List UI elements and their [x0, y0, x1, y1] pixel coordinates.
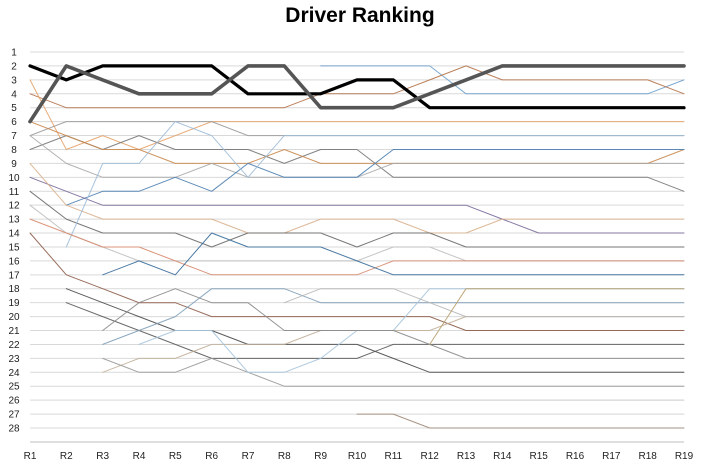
x-tick-label: R8	[278, 451, 291, 462]
y-tick-label: 18	[8, 284, 20, 295]
y-tick-label: 19	[8, 298, 20, 309]
series-line-6	[29, 121, 685, 137]
y-tick-label: 5	[11, 103, 17, 114]
y-tick-label: 17	[8, 270, 20, 281]
y-tick-label: 12	[8, 201, 20, 212]
series-line-13	[29, 190, 685, 248]
y-tick-label: 22	[8, 340, 20, 351]
x-tick-label: R5	[169, 451, 182, 462]
y-tick-label: 16	[8, 256, 20, 267]
series-lines	[28, 64, 686, 429]
y-tick-label: 4	[11, 89, 17, 100]
series-line-2	[28, 64, 686, 124]
x-tick-label: R10	[348, 451, 367, 462]
y-tick-label: 25	[8, 382, 20, 393]
series-line-10	[65, 149, 685, 206]
y-tick-label: 1	[11, 48, 17, 59]
y-tick-label: 10	[8, 173, 20, 184]
x-tick-label: R2	[60, 451, 73, 462]
y-axis-ticks: 1234567891011121314151617181920212223242…	[8, 48, 20, 435]
x-tick-label: R4	[133, 451, 146, 462]
series-line-3	[320, 65, 685, 95]
x-tick-label: R9	[314, 451, 327, 462]
series-line-16	[29, 218, 685, 276]
y-tick-label: 8	[11, 145, 17, 156]
series-line-4	[29, 65, 685, 109]
y-tick-label: 3	[11, 75, 17, 86]
y-tick-label: 2	[11, 61, 17, 72]
y-tick-label: 26	[8, 396, 20, 407]
series-line-23	[102, 357, 685, 387]
series-line-7	[29, 135, 685, 192]
series-line-30	[429, 288, 685, 345]
x-tick-label: R12	[420, 451, 439, 462]
x-tick-label: R19	[675, 451, 694, 462]
y-tick-label: 28	[8, 424, 20, 435]
x-tick-label: R3	[96, 451, 109, 462]
y-tick-label: 9	[11, 159, 17, 170]
y-tick-label: 21	[8, 326, 20, 337]
x-tick-label: R18	[638, 451, 657, 462]
series-line-12	[29, 162, 685, 234]
series-line-17	[102, 232, 685, 276]
series-line-20	[65, 302, 685, 359]
series-line-14	[65, 121, 685, 248]
y-tick-label: 20	[8, 312, 20, 323]
y-tick-label: 23	[8, 354, 20, 365]
y-tick-label: 15	[8, 242, 20, 253]
series-line-1	[28, 64, 686, 110]
y-tick-label: 27	[8, 410, 20, 421]
series-line-8	[29, 121, 685, 164]
y-tick-label: 7	[11, 131, 17, 142]
series-line-18	[29, 232, 685, 331]
x-tick-label: R13	[457, 451, 476, 462]
x-axis-ticks: R1 R2 R3 R4 R5 R6 R7 R8 R9 R10 R11 R12 R13 R14 R15 R16 R…	[24, 451, 694, 462]
x-tick-label: R15	[529, 451, 548, 462]
x-tick-label: R11	[385, 451, 403, 462]
y-tick-label: 24	[8, 368, 20, 379]
x-tick-label: R6	[205, 451, 218, 462]
series-line-11	[29, 176, 685, 234]
series-line-9	[29, 135, 685, 178]
y-tick-label: 14	[8, 229, 20, 240]
x-tick-label: R16	[566, 451, 585, 462]
x-tick-label: R7	[242, 451, 255, 462]
x-tick-label: R17	[602, 451, 621, 462]
y-tick-label: 6	[11, 117, 17, 128]
chart-title: Driver Ranking	[285, 4, 435, 27]
series-line-26	[283, 288, 685, 318]
series-line-28	[356, 413, 685, 429]
x-tick-label: R14	[493, 451, 512, 462]
series-line-25	[102, 288, 685, 359]
y-tick-label: 13	[8, 215, 20, 226]
x-tick-label: R1	[24, 451, 37, 462]
y-tick-label: 11	[9, 187, 20, 198]
